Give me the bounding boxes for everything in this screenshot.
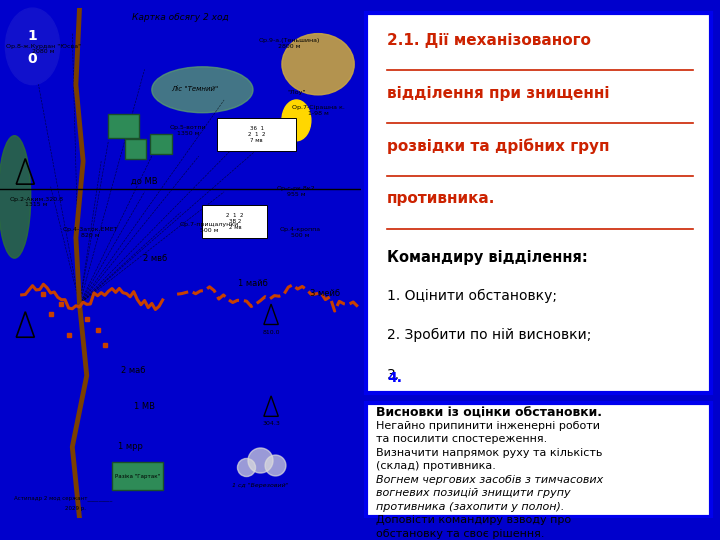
Text: Разіка "Гартак": Разіка "Гартак": [114, 474, 160, 479]
Text: Негайно припинити інженерні роботи: Негайно припинити інженерні роботи: [377, 421, 600, 431]
Text: (склад) противника.: (склад) противника.: [377, 461, 496, 471]
Text: розвідки та дрібних груп: розвідки та дрібних груп: [387, 138, 610, 154]
Text: 3.: 3.: [387, 368, 400, 382]
Text: та посилити спостереження.: та посилити спостереження.: [377, 434, 548, 444]
Circle shape: [282, 100, 311, 141]
Text: 810.0: 810.0: [262, 329, 280, 335]
Text: вогневих позицій знищити групу: вогневих позицій знищити групу: [377, 488, 571, 498]
Text: 2 мвб: 2 мвб: [143, 254, 168, 262]
Text: Визначити напрямок руху та кількість: Визначити напрямок руху та кількість: [377, 448, 603, 458]
FancyBboxPatch shape: [202, 205, 267, 238]
Text: 36  1
2  1  2
7 мв: 36 1 2 1 2 7 мв: [248, 126, 266, 143]
Text: Астипадр 2 мод сержант_________: Астипадр 2 мод сержант_________: [14, 495, 113, 501]
Text: обстановку та своє рішення.: обстановку та своє рішення.: [377, 529, 545, 539]
Text: Картка обсягу 2 ход: Картка обсягу 2 ход: [132, 13, 229, 22]
Circle shape: [6, 8, 60, 85]
Text: 2. Зробити по ній висновки;: 2. Зробити по ній висновки;: [387, 328, 591, 342]
Text: Доповісти командиру взводу про: Доповісти командиру взводу про: [377, 516, 572, 525]
FancyBboxPatch shape: [150, 134, 171, 153]
Text: Ліс "Темний": Ліс "Темний": [171, 87, 219, 93]
Text: противника (захопити у полон).: противника (захопити у полон).: [377, 502, 564, 512]
Text: Вогнем чергових засобів з тимчасових: Вогнем чергових засобів з тимчасових: [377, 475, 603, 485]
Text: 0: 0: [27, 52, 37, 66]
Text: Ор.7-Сірашна к.
1-98 м: Ор.7-Сірашна к. 1-98 м: [292, 105, 344, 116]
FancyBboxPatch shape: [109, 114, 139, 138]
FancyBboxPatch shape: [217, 118, 297, 151]
Text: 4.: 4.: [387, 371, 402, 385]
Text: 2.1. Дії механізованого: 2.1. Дії механізованого: [387, 33, 591, 48]
Text: 1 майб: 1 майб: [238, 279, 268, 288]
Text: 1 сд "Березовий": 1 сд "Березовий": [232, 483, 289, 488]
Text: 1 мрр: 1 мрр: [117, 442, 143, 451]
Text: 1. Оцінити обстановку;: 1. Оцінити обстановку;: [387, 289, 557, 303]
Text: 1: 1: [27, 29, 37, 43]
Text: 1 МВ: 1 МВ: [134, 402, 155, 410]
Text: 4.: 4.: [387, 407, 402, 421]
Ellipse shape: [282, 33, 354, 95]
Text: 2  1  2
ЗВ 2
2 мв: 2 1 2 ЗВ 2 2 мв: [226, 213, 243, 230]
Text: "Лоу": "Лоу": [287, 90, 305, 95]
Ellipse shape: [152, 67, 253, 113]
Text: відділення при знищенні: відділення при знищенні: [387, 86, 610, 100]
FancyBboxPatch shape: [112, 462, 163, 490]
Text: 2 маб: 2 маб: [122, 366, 146, 375]
Text: Ор.5-вотпи
1350 м: Ор.5-вотпи 1350 м: [170, 125, 206, 136]
Text: противника.: противника.: [387, 191, 495, 206]
FancyBboxPatch shape: [125, 139, 146, 159]
FancyBboxPatch shape: [366, 403, 711, 517]
Text: Ор.7-прищалунки
500 м: Ор.7-прищалунки 500 м: [180, 222, 239, 233]
Ellipse shape: [0, 136, 31, 258]
Text: Ор.2-Аким.320.8
1315 м: Ор.2-Аким.320.8 1315 м: [9, 197, 63, 207]
Text: Ор.8-ж.Курдан "Юсва"
2080 м: Ор.8-ж.Курдан "Юсва" 2080 м: [6, 44, 81, 55]
FancyBboxPatch shape: [366, 13, 711, 393]
Text: 2029 р.: 2029 р.: [65, 505, 86, 511]
Text: до МВ: до МВ: [131, 177, 158, 186]
Text: 3 мейб: 3 мейб: [310, 289, 341, 299]
Text: Ор.4-кроппа
500 м: Ор.4-кроппа 500 м: [279, 227, 320, 238]
Text: Ор.9-а.(Теньшина)
2800 м: Ор.9-а.(Теньшина) 2800 м: [258, 38, 320, 49]
Text: Командиру відділення:: Командиру відділення:: [387, 250, 588, 265]
Text: Ор.4-3аток.ЕМЕТ
820 м: Ор.4-3аток.ЕМЕТ 820 м: [63, 227, 118, 238]
Text: Ор-с-рк.8к2
955 м: Ор-с-рк.8к2 955 м: [277, 186, 315, 197]
Text: 304.3: 304.3: [262, 421, 280, 427]
Text: Висновки із оцінки обстановки.: Висновки із оцінки обстановки.: [377, 407, 603, 420]
